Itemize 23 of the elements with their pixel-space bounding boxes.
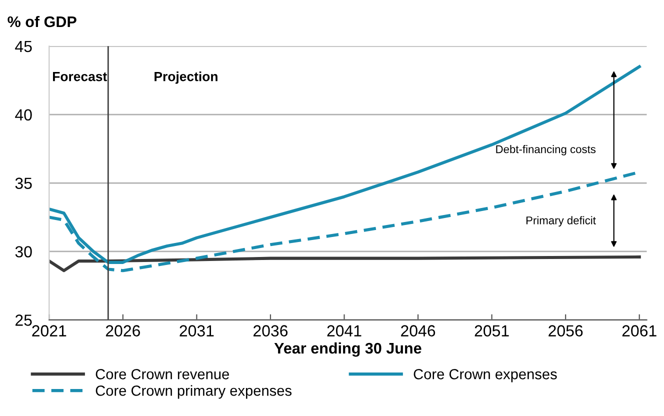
legend-label: Core Crown primary expenses [96, 385, 292, 399]
legend-label: Core Crown expenses [414, 369, 557, 382]
y-tick-label: 45 [15, 40, 32, 52]
x-tick-label: 2026 [106, 325, 140, 336]
annotation: Forecast [53, 72, 107, 82]
y-tick-label: 35 [15, 178, 32, 189]
x-axis-title: Year ending 30 June [274, 342, 422, 357]
annotation: Debt-financing costs [496, 145, 596, 156]
y-axis-title: % of GDP [8, 16, 76, 28]
x-tick-label: 2046 [401, 325, 436, 336]
annotation: Projection [154, 72, 218, 84]
annotation: Primary deficit [526, 216, 596, 227]
x-tick-label: 2021 [32, 325, 66, 336]
x-tick-label: 2056 [548, 325, 583, 336]
x-tick-label: 2036 [254, 325, 288, 336]
x-tick-label: 2051 [474, 325, 509, 336]
x-tick-label: 2031 [180, 325, 214, 336]
x-tick-label: 2061 [622, 325, 656, 336]
y-tick-label: 30 [15, 246, 32, 258]
y-tick-label: 40 [15, 109, 32, 121]
legend-label: Core Crown revenue [96, 369, 229, 380]
x-tick-label: 2041 [327, 325, 362, 336]
y-tick-label: 25 [16, 314, 32, 326]
